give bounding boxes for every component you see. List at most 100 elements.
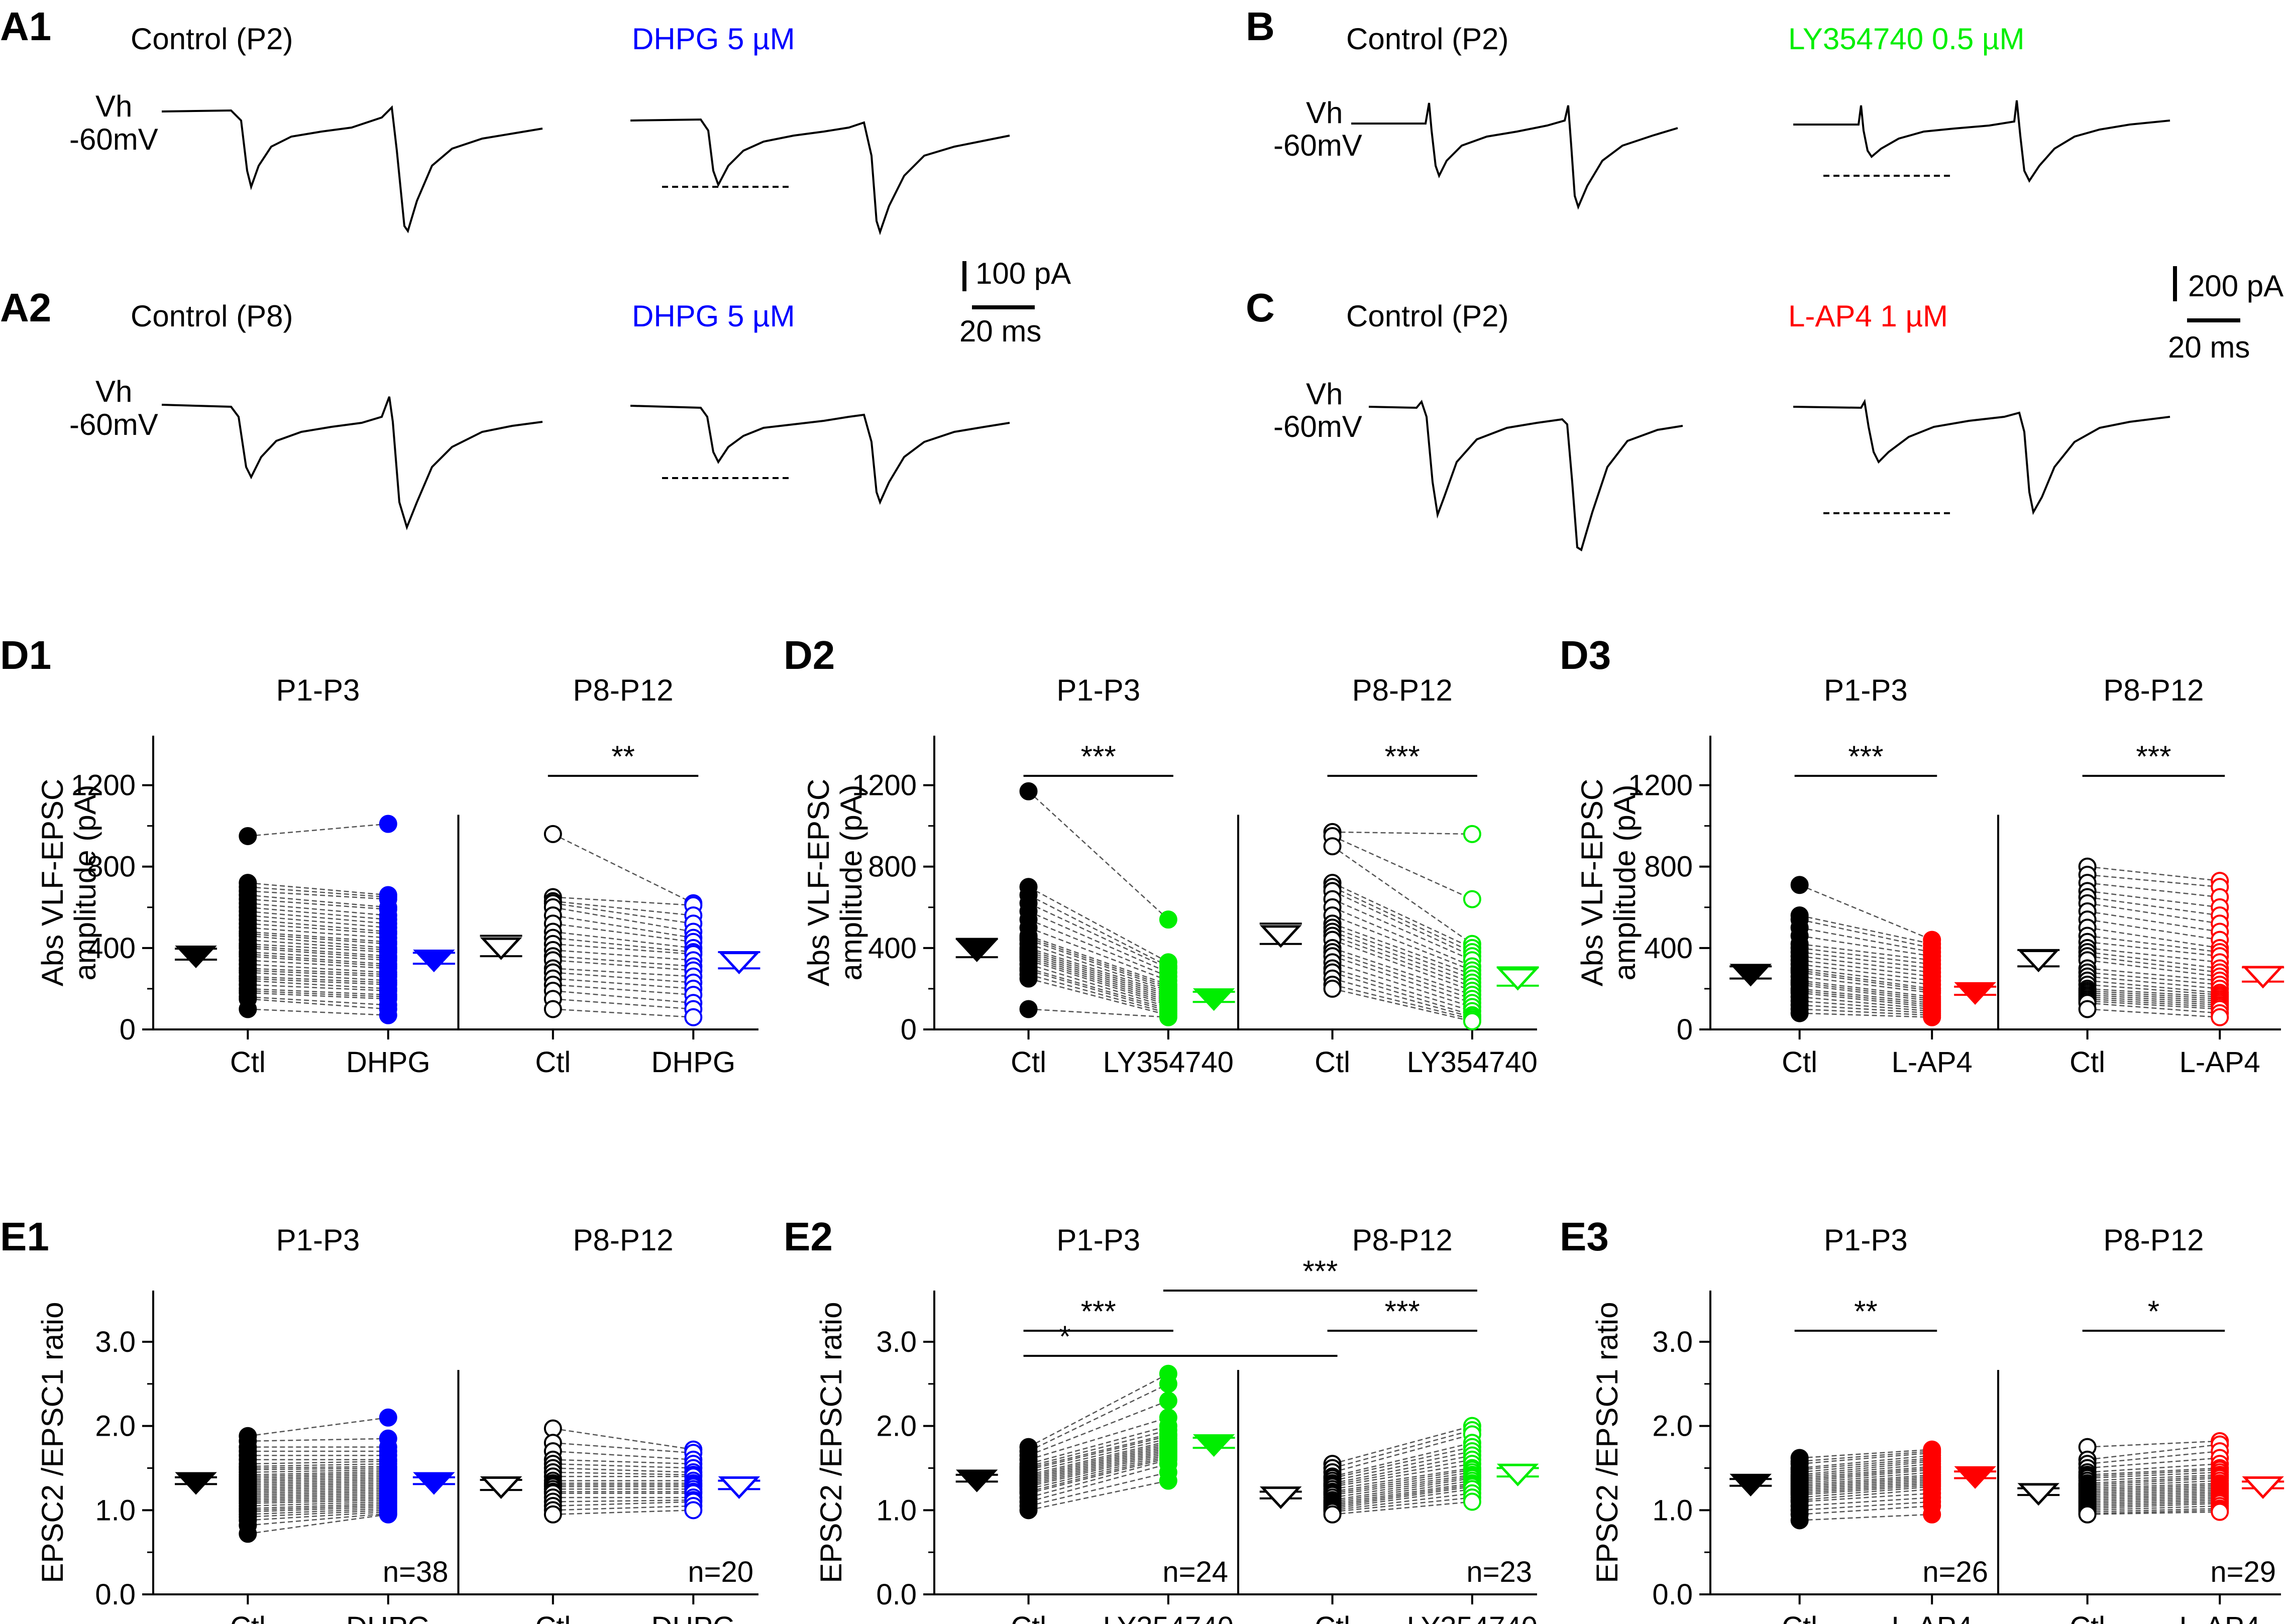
x-tick-label-drug: L-AP4 (1892, 1611, 1973, 1624)
paired-line (248, 1507, 388, 1515)
bc-scalebar-current: 200 pA (2188, 269, 2283, 303)
b-control-trace (1351, 102, 1678, 210)
paired-line (2087, 972, 2220, 986)
paired-line (2087, 1505, 2220, 1511)
panel-label-d1: D1 (0, 633, 51, 677)
paired-line (1028, 947, 1169, 994)
paired-line (1332, 923, 1473, 975)
paired-line (1799, 1501, 1932, 1511)
paired-line (248, 1469, 388, 1473)
paired-line (1028, 1438, 1169, 1473)
paired-line (2087, 927, 2220, 949)
paired-line (1332, 1476, 1473, 1498)
paired-line (248, 886, 388, 898)
paired-line (248, 951, 388, 961)
paired-line (553, 1499, 694, 1502)
paired-line (2087, 1477, 2220, 1486)
y-tick-label: 800 (868, 851, 917, 883)
drug-mean-marker (718, 1476, 760, 1499)
paired-line (1799, 943, 1932, 961)
paired-line (1028, 937, 1169, 988)
paired-line (248, 935, 388, 949)
paired-line (1332, 968, 1473, 1012)
paired-line (1332, 1482, 1473, 1504)
paired-line (1799, 947, 1932, 965)
x-tick-label-drug: LY354740 (1103, 1046, 1234, 1079)
paired-line (1799, 964, 1932, 981)
paired-line (1028, 1008, 1168, 1018)
y-tick-label: 1.0 (876, 1494, 917, 1527)
c-drug-label: L-AP4 1 µM (1788, 299, 1948, 333)
significance-label: *** (1385, 740, 1420, 773)
paired-line (553, 990, 694, 1004)
y-tick-label: 0 (1677, 1013, 1693, 1046)
drug-point (379, 1408, 397, 1427)
paired-line (1799, 1496, 1932, 1507)
paired-line (1799, 951, 1932, 969)
paired-line (248, 927, 388, 939)
paired-line (553, 984, 694, 996)
paired-line (248, 1496, 388, 1501)
panel-label-a2: A2 (0, 285, 51, 330)
paired-line (2087, 994, 2220, 1004)
paired-line (248, 1497, 388, 1502)
panel-label-b: B (1246, 4, 1275, 49)
drug-mean-marker (413, 950, 455, 973)
ctl-point (1790, 1004, 1809, 1022)
paired-line (248, 1499, 388, 1504)
y-tick-label: 0.0 (1652, 1578, 1693, 1611)
significance-label: *** (1385, 1295, 1420, 1328)
panel-label-e2: E2 (784, 1214, 833, 1259)
paired-line (1799, 959, 1932, 977)
group-title: P1-P3 (1824, 1223, 1908, 1257)
paired-line (248, 953, 388, 965)
ctl-mean-marker (955, 1469, 998, 1492)
a-scalebar-time: 20 ms (959, 314, 1041, 348)
paired-line (1332, 1480, 1473, 1502)
paired-line (248, 823, 388, 837)
ctl-mean-marker (1259, 925, 1302, 948)
n-count: n=23 (1466, 1556, 1532, 1588)
paired-line (2087, 1450, 2220, 1465)
paired-line (1028, 957, 1169, 1004)
paired-line (1799, 1452, 1932, 1465)
paired-line (2087, 910, 2220, 933)
drug-mean-marker (1954, 1466, 1996, 1489)
paired-line (2087, 1002, 2220, 1014)
y-tick-label: 2.0 (876, 1410, 917, 1443)
paired-line (1028, 790, 1169, 920)
paired-line (248, 910, 388, 924)
ctl-point (1790, 876, 1809, 894)
x-tick-label-ctl: Ctl (230, 1046, 266, 1079)
paired-line (2087, 1489, 2220, 1496)
paired-line (1799, 992, 1932, 1008)
paired-line (1799, 1467, 1932, 1481)
paired-line (553, 1467, 694, 1473)
paired-line (1028, 968, 1169, 1010)
drug-mean-marker (413, 1472, 455, 1495)
paired-line (1799, 1481, 1932, 1492)
drug-point (1463, 1012, 1481, 1030)
paired-line (2087, 1491, 2220, 1497)
paired-line (1799, 1477, 1932, 1489)
a2-drug-trace (630, 405, 1010, 505)
drug-point (1923, 1505, 1941, 1524)
ctl-mean-marker (480, 937, 522, 960)
ctl-mean-marker (480, 1476, 522, 1499)
paired-line (1332, 972, 1473, 1016)
chart-e1: 0.0 1.0 2.0 3.0 EPSC2 /EPSC1 ratio P1-P3 Ctl DH… (36, 1223, 760, 1624)
paired-line (2087, 1000, 2220, 1010)
ctl-point (1019, 782, 1038, 800)
panel-c: C Control (P2) L-AP4 1 µM Vh -60mV (1246, 285, 2170, 552)
paired-line (553, 1501, 694, 1507)
group-title: P8-P12 (1352, 673, 1453, 707)
paired-line (1799, 970, 1932, 990)
panel-label-e3: E3 (1560, 1214, 1609, 1259)
ctl-mean-marker (175, 945, 217, 969)
ctl-point (1323, 979, 1342, 998)
drug-mean-marker (1954, 982, 1996, 1005)
paired-line (553, 833, 694, 904)
drug-point (2211, 1008, 2229, 1026)
paired-line (1332, 1429, 1473, 1469)
paired-line (1028, 1455, 1169, 1492)
